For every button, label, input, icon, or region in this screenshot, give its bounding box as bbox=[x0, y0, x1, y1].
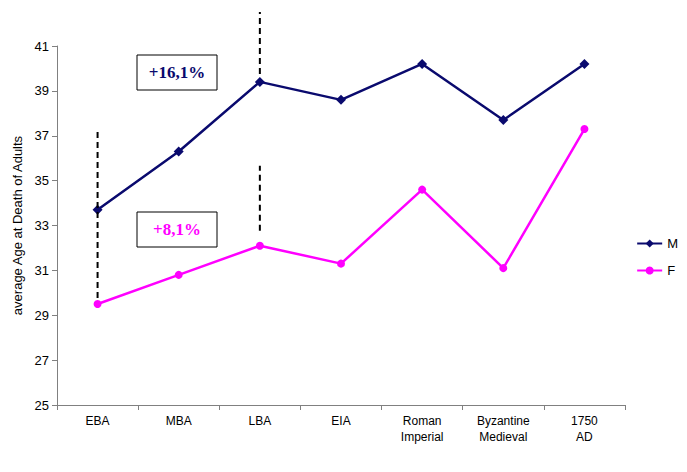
svg-text:37: 37 bbox=[35, 128, 49, 143]
svg-text:33: 33 bbox=[35, 218, 49, 233]
svg-text:39: 39 bbox=[35, 83, 49, 98]
svg-text:M: M bbox=[667, 236, 678, 251]
svg-text:31: 31 bbox=[35, 263, 49, 278]
svg-text:Medieval: Medieval bbox=[479, 430, 527, 444]
svg-text:+8,1%: +8,1% bbox=[153, 220, 201, 239]
svg-text:1750: 1750 bbox=[571, 414, 598, 428]
svg-text:Roman: Roman bbox=[403, 414, 442, 428]
svg-text:29: 29 bbox=[35, 308, 49, 323]
svg-text:Imperial: Imperial bbox=[401, 430, 444, 444]
svg-text:25: 25 bbox=[35, 398, 49, 413]
svg-text:Byzantine: Byzantine bbox=[477, 414, 530, 428]
svg-text:EIA: EIA bbox=[331, 414, 350, 428]
svg-text:27: 27 bbox=[35, 353, 49, 368]
svg-text:F: F bbox=[667, 263, 675, 278]
svg-text:41: 41 bbox=[35, 39, 49, 54]
svg-text:average Age at Death of Adults: average Age at Death of Adults bbox=[10, 135, 25, 315]
svg-text:EBA: EBA bbox=[86, 414, 110, 428]
svg-text:+16,1%: +16,1% bbox=[149, 63, 205, 82]
svg-text:35: 35 bbox=[35, 173, 49, 188]
svg-text:LBA: LBA bbox=[249, 414, 272, 428]
svg-text:MBA: MBA bbox=[166, 414, 192, 428]
svg-text:AD: AD bbox=[576, 430, 593, 444]
